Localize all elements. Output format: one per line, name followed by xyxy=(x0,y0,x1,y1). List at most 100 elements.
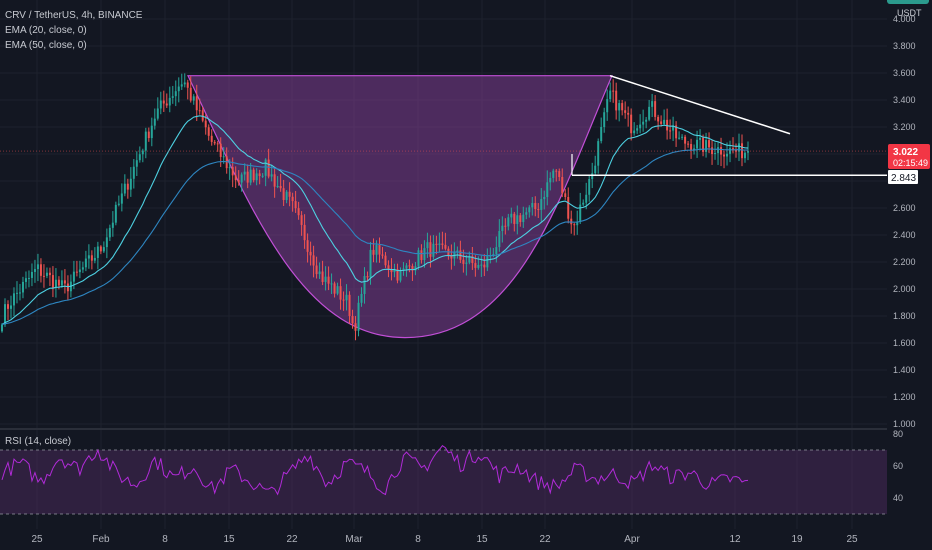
candle-body-232 xyxy=(696,139,699,149)
time-tick-0: 25 xyxy=(31,534,43,545)
candle-body-28 xyxy=(84,258,87,268)
candle-body-238 xyxy=(714,153,717,155)
candle-body-92 xyxy=(276,186,279,188)
rsi-legend[interactable]: RSI (14, close) xyxy=(5,436,72,447)
candle-body-54 xyxy=(162,100,165,104)
candle-body-60 xyxy=(180,84,183,87)
candle-body-121 xyxy=(363,276,366,294)
candle-body-33 xyxy=(99,246,102,252)
candle-body-146 xyxy=(438,243,441,245)
candle-body-145 xyxy=(435,243,438,245)
candle-body-32 xyxy=(96,246,99,258)
candle-body-200 xyxy=(600,127,603,142)
candle-body-3 xyxy=(9,305,12,309)
candle-body-93 xyxy=(279,186,282,189)
candle-body-106 xyxy=(318,271,321,275)
time-tick-7: 15 xyxy=(476,534,488,545)
candle-body-64 xyxy=(192,96,195,101)
candle-body-68 xyxy=(204,120,207,128)
candle-body-4 xyxy=(12,293,15,306)
candle-body-91 xyxy=(273,174,276,187)
rsi-tick-1: 60 xyxy=(893,461,903,471)
candle-body-225 xyxy=(675,125,678,139)
candle-body-27 xyxy=(81,267,84,270)
candle-body-133 xyxy=(399,270,402,281)
candle-body-157 xyxy=(471,256,474,264)
candle-body-101 xyxy=(303,224,306,241)
candle-body-226 xyxy=(678,137,681,139)
price-tick-2: 1.400 xyxy=(893,365,916,375)
candle-body-9 xyxy=(27,277,30,279)
candle-body-194 xyxy=(582,202,585,205)
candle-body-227 xyxy=(681,136,684,138)
candle-body-109 xyxy=(327,276,330,284)
candle-body-55 xyxy=(165,103,168,106)
candle-body-148 xyxy=(444,244,447,249)
candle-body-175 xyxy=(525,212,528,215)
candle-body-163 xyxy=(489,255,492,257)
candle-body-248 xyxy=(744,152,747,159)
candle-body-167 xyxy=(501,225,504,232)
top-tab[interactable] xyxy=(887,0,929,4)
candle-body-171 xyxy=(513,213,516,224)
candle-body-30 xyxy=(90,255,93,261)
candle-body-86 xyxy=(258,173,261,177)
candle-body-191 xyxy=(573,224,576,226)
ema-lines xyxy=(1,115,749,326)
candle-body-241 xyxy=(723,154,726,157)
candle-body-210 xyxy=(630,114,633,134)
candle-body-197 xyxy=(591,173,594,180)
candle-body-203 xyxy=(609,90,612,100)
rsi-tick-2: 80 xyxy=(893,429,903,439)
candle-body-62 xyxy=(186,82,189,88)
candle-body-105 xyxy=(315,265,318,275)
candle-body-90 xyxy=(270,174,273,177)
candle-body-61 xyxy=(183,82,186,85)
candle-body-16 xyxy=(48,272,51,276)
candle-body-127 xyxy=(381,254,384,256)
price-tick-6: 2.200 xyxy=(893,257,916,267)
candle-body-7 xyxy=(21,281,24,293)
candle-body-118 xyxy=(354,323,357,331)
candle-body-181 xyxy=(543,196,546,200)
candle-body-172 xyxy=(516,215,519,224)
candle-body-56 xyxy=(168,97,171,106)
candle-body-21 xyxy=(63,280,66,284)
candle-body-98 xyxy=(294,201,297,209)
price-tick-3: 1.600 xyxy=(893,338,916,348)
symbol-title[interactable]: CRV / TetherUS, 4h, BINANCE xyxy=(5,10,143,21)
candle-body-1 xyxy=(3,304,6,325)
candle-body-108 xyxy=(324,276,327,282)
candle-body-155 xyxy=(465,262,468,264)
candle-body-147 xyxy=(441,243,444,245)
candle-body-78 xyxy=(234,175,237,181)
candle-body-249 xyxy=(747,151,749,153)
candle-body-130 xyxy=(390,268,393,273)
candle-body-113 xyxy=(339,286,342,300)
candle-body-117 xyxy=(351,316,354,324)
candle-body-72 xyxy=(216,143,219,145)
candle-body-58 xyxy=(174,91,177,97)
candle-body-97 xyxy=(291,196,294,202)
candlestick-series xyxy=(1,73,749,341)
ema50-legend[interactable]: EMA (50, close, 0) xyxy=(5,40,87,51)
candle-body-188 xyxy=(564,193,567,197)
ema50-line xyxy=(1,148,749,326)
candle-body-40 xyxy=(120,193,123,204)
candle-body-212 xyxy=(636,128,639,131)
time-tick-6: 8 xyxy=(415,534,421,545)
cup-pattern xyxy=(187,75,613,339)
candle-body-31 xyxy=(93,257,96,261)
candle-body-80 xyxy=(240,174,243,183)
candle-body-205 xyxy=(615,90,618,111)
candle-body-82 xyxy=(246,171,249,183)
ema20-legend[interactable]: EMA (20, close, 0) xyxy=(5,25,87,36)
candle-body-247 xyxy=(741,143,744,159)
candle-body-243 xyxy=(729,148,732,154)
candle-body-236 xyxy=(708,140,711,148)
candle-body-131 xyxy=(393,269,396,273)
price-tick-7: 2.400 xyxy=(893,230,916,240)
currency-label: USDT xyxy=(897,8,922,18)
candle-body-138 xyxy=(414,266,417,271)
